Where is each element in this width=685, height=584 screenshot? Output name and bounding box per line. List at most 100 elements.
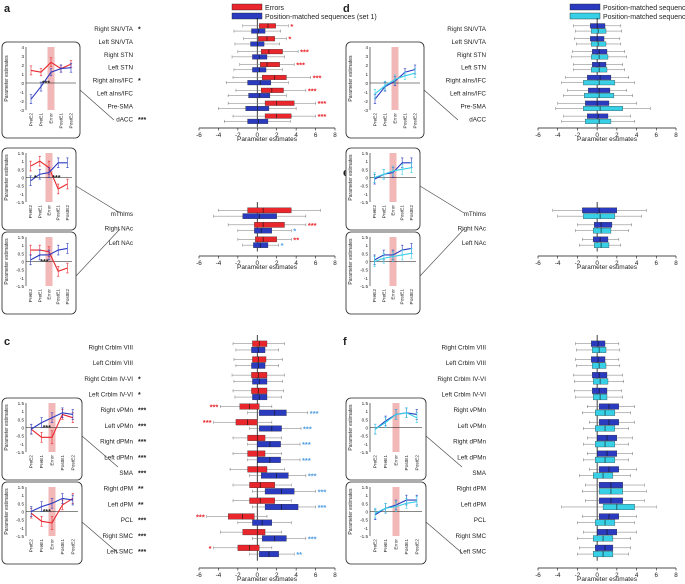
box-0 xyxy=(587,450,633,457)
inset-frame xyxy=(345,397,427,481)
x-tick-label: 0 xyxy=(256,572,260,579)
row-label: Left vPMn xyxy=(458,423,487,430)
box-bar xyxy=(594,222,613,228)
box-significance: * xyxy=(293,227,296,236)
row-label: SMA xyxy=(472,470,486,477)
box-significance: *** xyxy=(310,409,319,418)
connector-line xyxy=(419,228,465,277)
box-0 xyxy=(579,544,631,551)
inset-significance: *** xyxy=(40,259,48,266)
y-tick-label: -0.5 xyxy=(16,268,24,273)
box-bar xyxy=(593,378,609,385)
box-1 xyxy=(575,227,629,234)
inset-e2: 1.5 1 0.5 0 -0.5 -1 -1.5 Parameter estimates Pre… xyxy=(345,231,421,315)
box-bar xyxy=(242,529,266,536)
x-tick-label: 8 xyxy=(674,260,678,267)
box-bar xyxy=(259,23,276,29)
x-axis-title: Parameter estimates xyxy=(237,136,298,143)
box-1 xyxy=(224,118,291,124)
x-tick-label: 2 xyxy=(275,260,279,267)
y-tick-label: 1 xyxy=(365,243,368,248)
box-1 xyxy=(583,456,629,463)
row-label: Right Crblm VIII xyxy=(89,344,134,351)
panel-f: f Right Crblm VIII Left Crblm VIII Right Cr… xyxy=(343,335,678,583)
y-tick-label: 0.5 xyxy=(18,251,25,256)
x-tick-label: -2 xyxy=(235,260,241,267)
y-tick-label: -1 xyxy=(364,526,369,531)
row-label: SMA xyxy=(119,470,133,477)
row-label: Left SN/VTA xyxy=(451,39,486,46)
row-label: Right dPM xyxy=(104,486,133,493)
x-tick-label: -6 xyxy=(196,572,202,579)
x-category-label: PreE1 xyxy=(383,539,389,553)
row-label: Right dPMn xyxy=(453,439,486,446)
y-tick-label: 1.5 xyxy=(18,401,25,406)
y-tick-label: 1.5 xyxy=(362,151,369,156)
box-1 xyxy=(213,213,307,219)
box-0: *** xyxy=(196,512,268,521)
inset-b2: 1.5 1 0.5 0 -0.5 -1 -1.5 Parameter estimates ***… xyxy=(1,231,77,315)
box-0 xyxy=(585,497,645,504)
x-category-label: Error xyxy=(393,113,399,124)
x-category-label: PostE1 xyxy=(60,455,66,471)
box-bar xyxy=(259,409,287,416)
box-bar xyxy=(259,425,282,432)
row-label: Right vPMn xyxy=(100,407,133,414)
box-bar xyxy=(261,87,284,93)
box-bar xyxy=(254,222,285,228)
box-0 xyxy=(232,497,292,504)
x-category-label: PreE1 xyxy=(37,205,43,219)
box-1: * xyxy=(242,241,284,250)
connector-line xyxy=(423,89,459,121)
box-significance: *** xyxy=(210,403,219,412)
box-1 xyxy=(582,409,631,416)
box-1 xyxy=(233,67,283,73)
x-category-label: Error xyxy=(391,205,397,216)
row-label: Left Crblm IV-VI xyxy=(89,391,134,398)
y-tick-label: -1 xyxy=(20,442,25,447)
legend-label: Position-matched sequences (set 2) xyxy=(603,14,685,21)
x-axis-title: Parameter estimates xyxy=(577,136,638,143)
x-tick-label: 0 xyxy=(595,132,599,139)
x-tick-label: -2 xyxy=(575,572,581,579)
inset-significance: * xyxy=(34,175,37,182)
box-bar xyxy=(247,80,272,86)
box-0 xyxy=(589,419,635,426)
x-category-label: PreE1 xyxy=(39,455,45,469)
y-axis-title: Parameter estimates xyxy=(348,55,354,102)
row-label: Left dPM xyxy=(461,501,486,508)
x-tick-label: 4 xyxy=(635,132,639,139)
row-label: Left Crblm VIII xyxy=(446,360,486,367)
box-significance: ** xyxy=(296,550,302,559)
y-axis-title: Parameter estimates xyxy=(4,404,10,451)
y-tick-label: -1.5 xyxy=(16,200,24,205)
y-tick-label: 2 xyxy=(21,63,24,68)
row-label: Left SMC xyxy=(107,548,134,555)
x-tick-label: 6 xyxy=(314,260,318,267)
inset-f2: 1.5 1 0.5 0 -0.5 -1 -1.5 Parameter estimates Pre… xyxy=(345,481,427,565)
x-category-label: PostE2 xyxy=(413,113,419,129)
box-1 xyxy=(234,394,282,401)
box-0 xyxy=(229,466,285,473)
box-bar xyxy=(591,41,607,47)
x-tick-label: -6 xyxy=(535,260,541,267)
x-category-label: PreE2 xyxy=(372,205,378,219)
box-0 xyxy=(232,450,282,457)
panel-letter: d xyxy=(343,3,350,15)
x-category-label: Error xyxy=(49,113,55,124)
box-1 xyxy=(575,394,624,401)
row-label: Left NAc xyxy=(462,240,486,247)
legend-right: Position-matched sequences (set 1) Positi… xyxy=(569,3,685,21)
x-tick-label: 4 xyxy=(635,260,639,267)
box-bar xyxy=(592,49,608,55)
connector-line xyxy=(75,228,121,277)
box-1: *** xyxy=(247,409,319,418)
row-label: Left STN xyxy=(108,65,133,72)
row-label: Right SMC xyxy=(103,533,134,540)
x-tick-label: 6 xyxy=(655,132,659,139)
x-tick-label: -4 xyxy=(216,260,222,267)
x-category-label: PreE1 xyxy=(381,289,387,303)
x-tick-label: 2 xyxy=(615,132,619,139)
